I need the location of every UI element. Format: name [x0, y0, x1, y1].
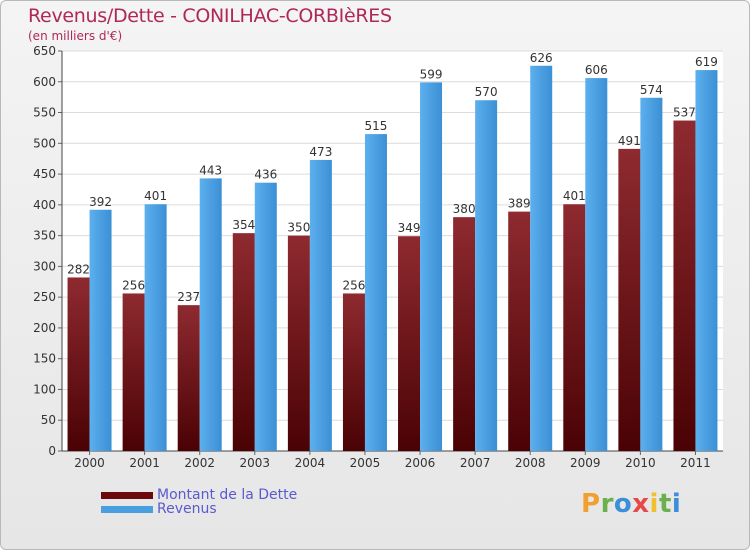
bar-dette: [287, 235, 310, 451]
data-label-revenus: 619: [695, 55, 718, 69]
y-tick-label: 50: [41, 413, 56, 427]
x-tick-label: 2006: [405, 456, 436, 470]
x-tick-label: 2009: [570, 456, 601, 470]
bar-revenus: [475, 100, 498, 451]
data-label-revenus: 392: [89, 195, 112, 209]
data-label-dette: 354: [232, 218, 255, 232]
y-tick-label: 350: [33, 229, 56, 243]
bar-dette: [232, 233, 255, 451]
bar-revenus: [640, 97, 663, 452]
y-tick-label: 100: [33, 382, 56, 396]
bar-dette: [563, 204, 586, 451]
bar-dette: [177, 305, 200, 451]
bar-dette: [673, 120, 696, 452]
data-label-revenus: 473: [309, 145, 332, 159]
bar-dette: [398, 236, 421, 451]
x-tick-label: 2007: [460, 456, 491, 470]
x-tick-label: 2010: [625, 456, 656, 470]
data-label-revenus: 599: [420, 67, 443, 81]
bar-revenus: [695, 70, 718, 452]
bar-dette: [122, 293, 145, 451]
data-label-revenus: 570: [475, 85, 498, 99]
data-label-dette: 282: [67, 262, 90, 276]
bar-dette: [67, 277, 90, 451]
data-label-revenus: 515: [365, 119, 388, 133]
legend-item-revenus: Revenus: [101, 501, 217, 517]
data-label-dette: 256: [343, 278, 366, 292]
data-label-dette: 237: [177, 290, 200, 304]
x-tick-label: 2004: [295, 456, 326, 470]
x-tick-label: 2001: [129, 456, 160, 470]
legend-item-dette: Montant de la Dette: [101, 487, 297, 503]
chart-title: Revenus/Dette - CONILHAC-CORBIèRES: [28, 5, 392, 27]
legend-label-dette: Montant de la Dette: [157, 487, 298, 503]
bar-dette: [508, 211, 531, 451]
y-tick-label: 150: [33, 352, 56, 366]
bar-revenus: [530, 65, 553, 452]
bar-dette: [453, 217, 476, 451]
chart-subtitle: (en milliers d'€): [28, 29, 123, 43]
data-label-dette: 350: [287, 221, 310, 235]
data-label-dette: 491: [618, 134, 641, 148]
bar-revenus: [89, 209, 112, 451]
x-tick-label: 2011: [680, 456, 711, 470]
legend-swatch-dette: [101, 491, 153, 499]
bar-revenus: [199, 178, 222, 451]
y-tick-label: 0: [48, 444, 56, 458]
data-label-dette: 537: [673, 106, 696, 120]
data-label-revenus: 436: [254, 168, 277, 182]
data-label-revenus: 606: [585, 63, 608, 77]
bar-revenus: [144, 204, 167, 451]
bar-revenus: [420, 82, 443, 451]
bar-revenus: [309, 159, 332, 451]
x-tick-label: 2002: [184, 456, 215, 470]
x-tick-label: 2008: [515, 456, 546, 470]
plot-area: [62, 51, 723, 451]
data-label-dette: 380: [453, 202, 476, 216]
bar-revenus: [364, 134, 387, 452]
data-label-revenus: 626: [530, 51, 553, 65]
proxiti-logo[interactable]: Proxiti: [581, 489, 682, 519]
x-tick-label: 2003: [240, 456, 271, 470]
y-tick-label: 250: [33, 290, 56, 304]
data-label-revenus: 574: [640, 83, 663, 97]
legend-label-revenus: Revenus: [157, 501, 217, 517]
data-label-dette: 389: [508, 197, 531, 211]
data-label-dette: 401: [563, 189, 586, 203]
bar-revenus: [254, 182, 277, 451]
y-tick-label: 600: [33, 75, 56, 89]
bar-dette: [342, 293, 365, 451]
y-tick-label: 450: [33, 167, 56, 181]
data-label-revenus: 443: [199, 163, 222, 177]
bar-revenus: [585, 78, 608, 452]
x-tick-label: 2005: [350, 456, 381, 470]
y-tick-label: 650: [33, 44, 56, 58]
x-tick-label: 2000: [74, 456, 105, 470]
data-label-dette: 349: [398, 221, 421, 235]
legend-swatch-revenus: [101, 505, 153, 513]
y-tick-label: 300: [33, 259, 56, 273]
y-tick-label: 400: [33, 198, 56, 212]
data-label-revenus: 401: [144, 189, 167, 203]
y-tick-label: 200: [33, 321, 56, 335]
y-tick-label: 550: [33, 106, 56, 120]
y-tick-label: 500: [33, 136, 56, 150]
data-label-dette: 256: [122, 278, 145, 292]
bar-dette: [618, 148, 641, 451]
